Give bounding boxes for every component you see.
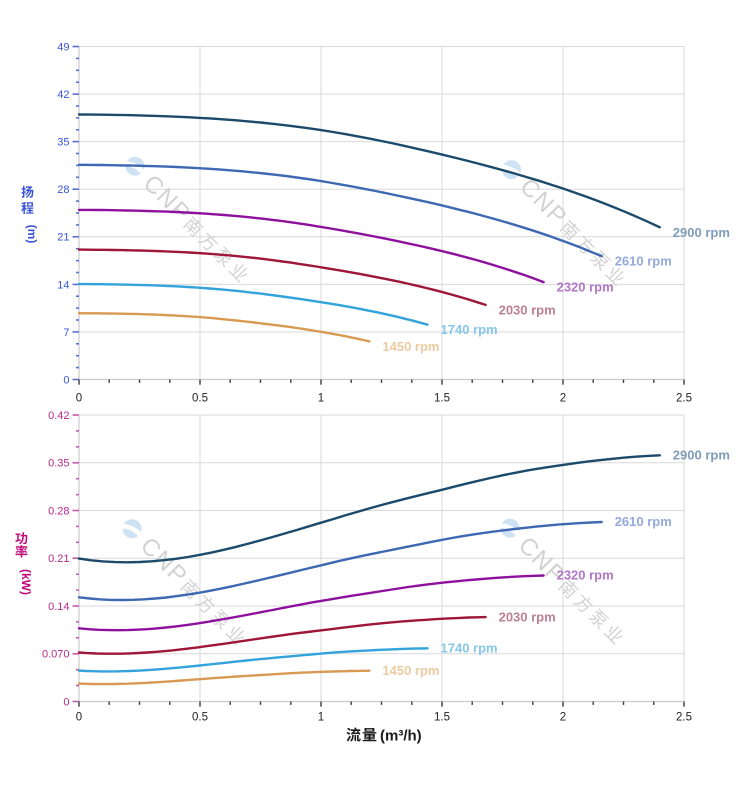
svg-text:2: 2 [560,393,566,405]
svg-text:0.35: 0.35 [48,458,69,470]
svg-text:0.21: 0.21 [48,553,69,565]
svg-text:(kW): (kW) [19,569,33,595]
svg-text:1450 rpm: 1450 rpm [382,663,439,678]
svg-text:42: 42 [57,89,69,101]
svg-text:2900 rpm: 2900 rpm [673,448,730,463]
svg-text:1740 rpm: 1740 rpm [441,641,498,656]
svg-text:0: 0 [63,696,69,708]
svg-text:2610 rpm: 2610 rpm [615,254,672,269]
svg-text:2610 rpm: 2610 rpm [615,514,672,529]
svg-text:1.5: 1.5 [434,712,450,724]
svg-text:1740 rpm: 1740 rpm [441,322,498,337]
svg-text:0.5: 0.5 [192,712,208,724]
svg-text:1450 rpm: 1450 rpm [382,339,439,354]
svg-text:2320 rpm: 2320 rpm [557,568,614,583]
svg-text:7: 7 [63,327,69,339]
svg-text:21: 21 [57,232,69,244]
svg-text:0.14: 0.14 [48,601,69,613]
svg-text:2: 2 [560,712,566,724]
svg-text:0.28: 0.28 [48,505,69,517]
svg-text:(m): (m) [25,225,39,244]
svg-text:0.42: 0.42 [48,410,69,422]
svg-text:49: 49 [57,41,69,53]
svg-text:1: 1 [318,712,324,724]
svg-text:0.070: 0.070 [42,649,70,661]
svg-text:1: 1 [318,393,324,405]
svg-text:28: 28 [57,184,69,196]
svg-text:2030 rpm: 2030 rpm [499,302,556,317]
svg-text:14: 14 [57,279,69,291]
svg-text:2.5: 2.5 [676,393,692,405]
svg-text:2.5: 2.5 [676,712,692,724]
svg-text:0: 0 [76,393,82,405]
svg-text:0: 0 [63,374,69,386]
svg-text:35: 35 [57,137,69,149]
svg-text:2320 rpm: 2320 rpm [557,280,614,295]
svg-text:0.5: 0.5 [192,393,208,405]
svg-text:1.5: 1.5 [434,393,450,405]
svg-text:(m³/h): (m³/h) [380,727,422,744]
svg-text:2030 rpm: 2030 rpm [499,609,556,624]
svg-text:0: 0 [76,712,82,724]
svg-text:2900 rpm: 2900 rpm [673,225,730,240]
